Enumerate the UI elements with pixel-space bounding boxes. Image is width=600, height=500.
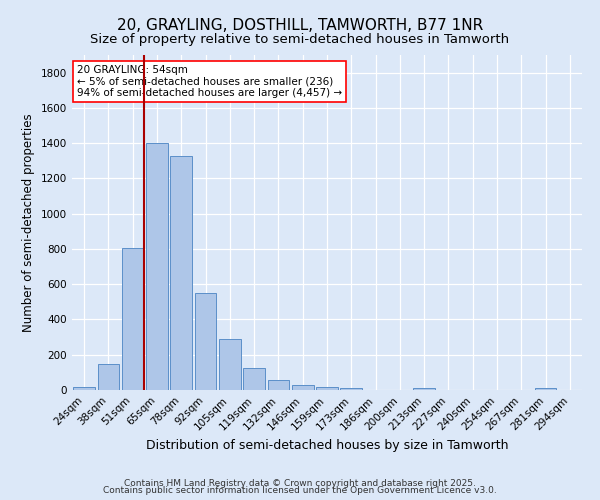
Bar <box>268 380 289 390</box>
Bar <box>535 388 556 390</box>
Bar <box>340 388 362 390</box>
Bar <box>413 388 435 390</box>
Text: 20 GRAYLING: 54sqm
← 5% of semi-detached houses are smaller (236)
94% of semi-de: 20 GRAYLING: 54sqm ← 5% of semi-detached… <box>77 65 342 98</box>
Bar <box>292 385 314 390</box>
Text: Contains HM Land Registry data © Crown copyright and database right 2025.: Contains HM Land Registry data © Crown c… <box>124 478 476 488</box>
Bar <box>316 388 338 390</box>
Bar <box>219 339 241 390</box>
Bar <box>170 156 192 390</box>
Bar <box>97 364 119 390</box>
X-axis label: Distribution of semi-detached houses by size in Tamworth: Distribution of semi-detached houses by … <box>146 438 508 452</box>
Bar <box>122 248 143 390</box>
Bar <box>73 388 95 390</box>
Text: Size of property relative to semi-detached houses in Tamworth: Size of property relative to semi-detach… <box>91 32 509 46</box>
Text: Contains public sector information licensed under the Open Government Licence v3: Contains public sector information licen… <box>103 486 497 495</box>
Text: 20, GRAYLING, DOSTHILL, TAMWORTH, B77 1NR: 20, GRAYLING, DOSTHILL, TAMWORTH, B77 1N… <box>117 18 483 32</box>
Bar <box>194 293 217 390</box>
Bar <box>243 368 265 390</box>
Y-axis label: Number of semi-detached properties: Number of semi-detached properties <box>22 113 35 332</box>
Bar <box>146 143 168 390</box>
